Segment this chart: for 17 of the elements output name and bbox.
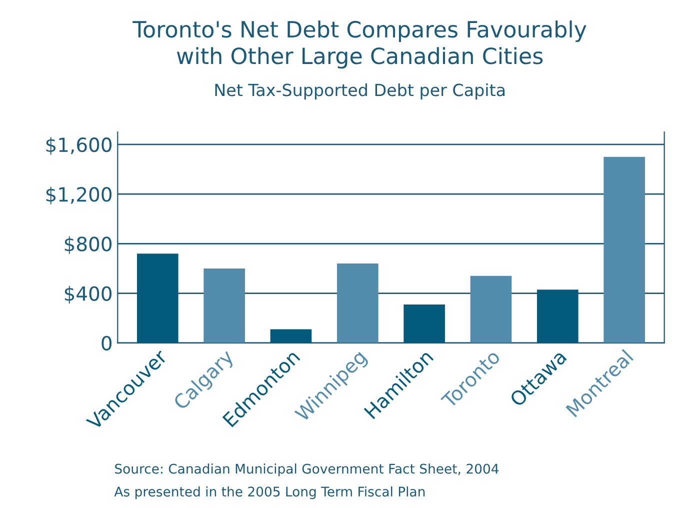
bar [336,264,378,343]
bar [404,304,445,343]
bar [604,156,645,343]
y-tick-label: 0 [102,336,112,351]
source-note: Source: Canadian Municipal Government Fact Sheet, 2004 [115,464,499,476]
bar [470,276,512,343]
y-tick-label: $800 [64,236,112,254]
bar [204,268,245,343]
chart-subtitle: Net Tax-Supported Debt per Capita [215,83,505,100]
bar [536,290,578,343]
y-tick-label: $1,600 [46,137,112,155]
y-tick-label: $400 [64,286,112,304]
chart-title: Toronto's Net Debt Compares Favourably with Other Large Canadian Cities [132,20,586,69]
text: As presented in the 2005 Long Term Fiscal Plan [114,486,425,500]
bar [270,329,312,343]
y-tick-label: $1,200 [46,186,112,204]
bar [136,254,178,343]
